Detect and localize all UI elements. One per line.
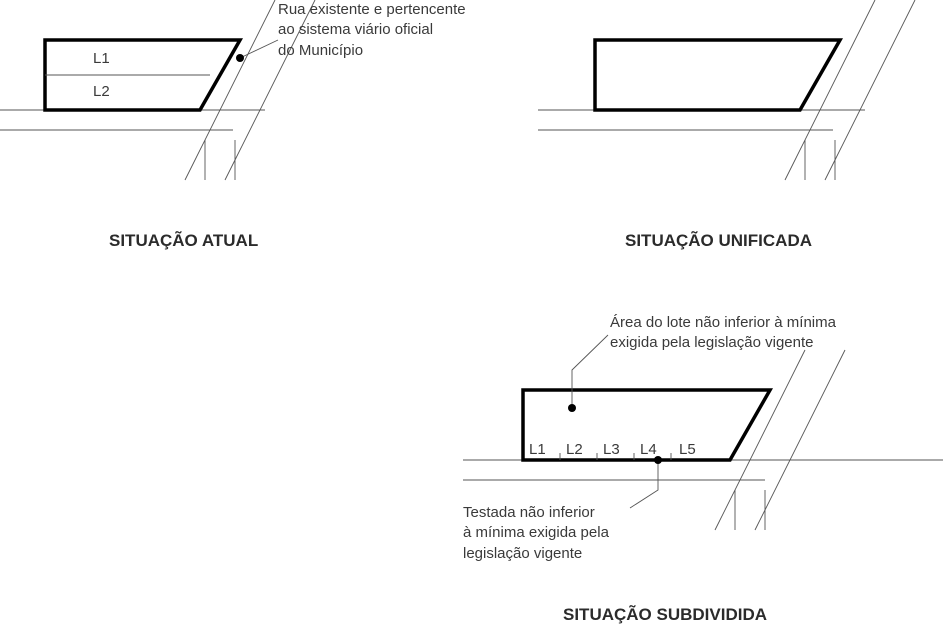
annot-testada-l2: à mínima exigida pela [463,524,609,541]
lot-L3-sub: L3 [603,441,620,458]
annot-area-l1: Área do lote não inferior à mínima [610,314,836,331]
lot-L1-atual: L1 [93,50,110,67]
annot-rua-l2: ao sistema viário oficial [278,21,433,38]
lot-L2-atual: L2 [93,83,110,100]
annot-rua-l1: Rua existente e pertencente [278,1,466,18]
title-unificada: SITUAÇÃO UNIFICADA [625,231,812,251]
annot-area: Área do lote não inferior à mínima exigi… [610,313,836,354]
title-subdividida: SITUAÇÃO SUBDIVIDIDA [563,605,767,625]
title-atual: SITUAÇÃO ATUAL [109,231,258,251]
annot-testada: Testada não inferior à mínima exigida pe… [463,503,609,564]
lot-L4-sub: L4 [640,441,657,458]
annot-rua: Rua existente e pertencente ao sistema v… [278,0,466,61]
lot-L1-sub: L1 [529,441,546,458]
annot-testada-l1: Testada não inferior [463,504,595,521]
lot-L2-sub: L2 [566,441,583,458]
annot-rua-l3: do Município [278,42,363,59]
annot-testada-l3: legislação vigente [463,545,582,562]
lot-L5-sub: L5 [679,441,696,458]
annot-area-l2: exigida pela legislação vigente [610,334,813,351]
